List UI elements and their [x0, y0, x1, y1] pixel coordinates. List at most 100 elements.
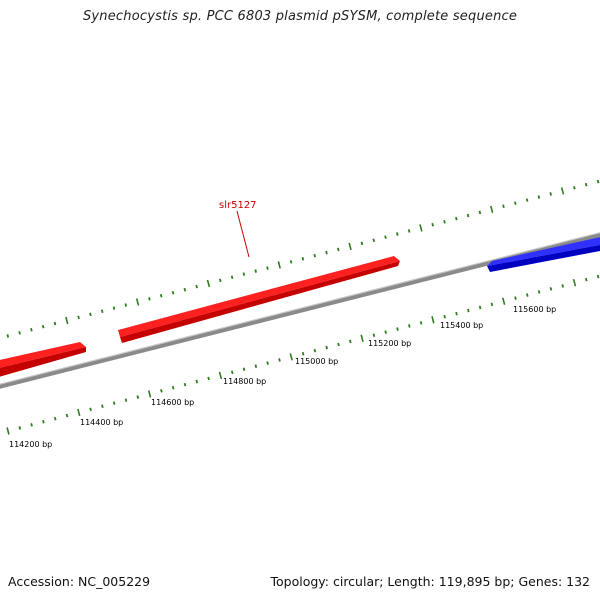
minor-tick — [384, 330, 387, 334]
minor-tick — [455, 216, 458, 221]
minor-tick — [525, 198, 529, 202]
minor-tick — [573, 185, 576, 190]
minor-tick — [159, 293, 163, 298]
major-tick — [560, 187, 565, 195]
minor-tick — [549, 287, 553, 291]
minor-tick — [278, 358, 281, 362]
minor-tick — [337, 342, 340, 347]
minor-tick — [585, 277, 588, 282]
minor-tick — [372, 238, 375, 243]
minor-tick — [171, 290, 175, 295]
minor-tick — [584, 182, 588, 187]
minor-tick — [266, 266, 269, 270]
minor-tick — [455, 311, 458, 316]
bp-label: 114800 bp — [223, 377, 266, 386]
major-tick — [490, 205, 494, 214]
minor-tick — [124, 398, 128, 402]
major-tick — [277, 261, 281, 269]
major-tick — [289, 353, 293, 361]
major-tick — [218, 371, 223, 380]
minor-tick — [337, 247, 340, 252]
major-tick — [206, 279, 211, 288]
minor-tick — [112, 401, 116, 405]
minor-tick — [41, 324, 45, 329]
minor-tick — [313, 348, 317, 353]
sequence-backbone — [0, 232, 600, 389]
minor-tick — [77, 315, 80, 320]
minor-tick — [101, 404, 104, 409]
minor-tick — [242, 272, 246, 276]
minor-tick — [490, 302, 494, 307]
major-tick — [431, 316, 435, 324]
minor-tick — [325, 345, 328, 350]
minor-tick — [514, 296, 517, 300]
minor-tick — [65, 413, 69, 418]
major-tick — [572, 279, 577, 287]
minor-tick — [396, 232, 399, 236]
minor-tick — [561, 284, 564, 288]
minor-tick — [360, 241, 364, 246]
minor-tick — [289, 260, 293, 264]
minor-tick — [230, 275, 234, 280]
minor-tick — [443, 219, 446, 224]
minor-tick — [537, 195, 541, 199]
minor-tick — [18, 331, 21, 335]
minor-tick — [230, 370, 234, 375]
minor-tick — [30, 327, 33, 332]
minor-tick — [30, 423, 33, 427]
minor-tick — [195, 284, 198, 289]
minor-tick — [112, 306, 116, 310]
minor-tick — [183, 287, 187, 292]
minor-tick — [467, 308, 470, 313]
topology-text: Topology: circular; Length: 119,895 bp; … — [270, 574, 591, 589]
minor-tick — [478, 210, 482, 215]
bp-label: 115000 bp — [295, 357, 338, 366]
minor-tick — [537, 290, 541, 294]
major-tick — [147, 390, 152, 398]
forward-gene-left[interactable] — [0, 342, 86, 378]
minor-tick — [301, 256, 305, 261]
minor-tick — [219, 278, 222, 283]
major-tick — [348, 242, 352, 251]
major-tick — [502, 297, 506, 305]
reverse-gene-right[interactable] — [487, 236, 600, 272]
minor-tick — [301, 351, 305, 356]
bp-label: 115400 bp — [440, 321, 483, 330]
major-tick — [65, 316, 69, 325]
minor-tick — [549, 192, 552, 196]
major-tick — [6, 427, 10, 435]
minor-tick — [372, 333, 376, 338]
minor-tick — [124, 303, 128, 307]
minor-tick — [408, 324, 411, 328]
gene-label-leader — [236, 210, 250, 258]
minor-tick — [171, 385, 175, 390]
minor-tick — [466, 213, 470, 218]
accession-text: Accession: NC_005229 — [8, 574, 151, 589]
inner-tick-track — [6, 274, 600, 435]
minor-tick — [396, 327, 399, 331]
minor-tick — [207, 376, 210, 381]
bp-label: 114200 bp — [9, 440, 52, 449]
minor-tick — [160, 389, 163, 393]
gene-label-slr5127[interactable]: slr5127 — [219, 200, 257, 211]
minor-tick — [53, 321, 57, 326]
outer-tick-track — [6, 179, 600, 338]
minor-tick — [526, 293, 529, 297]
minor-tick — [596, 179, 600, 184]
minor-tick — [18, 426, 22, 430]
minor-tick — [242, 367, 246, 372]
minor-tick — [42, 419, 45, 424]
minor-tick — [384, 235, 387, 239]
minor-tick — [596, 274, 600, 279]
minor-tick — [100, 309, 104, 314]
map-title: Synechocystis sp. PCC 6803 plasmid pSYSM… — [82, 9, 518, 24]
minor-tick — [136, 395, 140, 399]
minor-tick — [195, 379, 199, 384]
major-tick — [360, 334, 364, 342]
minor-tick — [407, 229, 411, 233]
forward-gene-slr5127[interactable] — [118, 256, 400, 343]
bp-label: 115600 bp — [513, 305, 556, 314]
minor-tick — [502, 204, 505, 209]
major-tick — [135, 298, 140, 306]
